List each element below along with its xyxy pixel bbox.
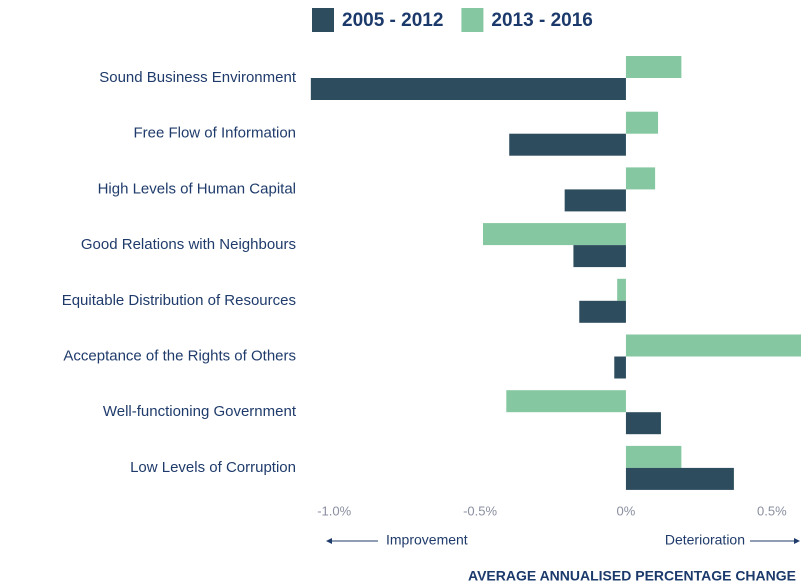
legend-swatch [461,8,484,32]
bar [509,133,626,156]
legend-label: 2005 - 2012 [342,10,443,31]
bar [625,467,734,490]
bar [614,356,626,379]
y-tick-label: Equitable Distribution of Resources [62,292,296,309]
y-tick-label: Sound Business Environment [99,69,297,86]
y-tick-label: Acceptance of the Rights of Others [63,347,296,364]
bar [310,78,626,100]
legend-label: 2013 - 2016 [491,10,592,31]
y-tick-label: High Levels of Human Capital [98,180,296,197]
legend-swatch [312,8,334,32]
bar [573,245,626,268]
bar [625,334,801,357]
annotation: Deterioration [665,532,745,548]
bar [625,111,659,134]
bar [625,412,661,435]
x-tick-label: -0.5% [463,503,497,518]
y-tick-label: Free Flow of Information [133,125,296,142]
bar [506,390,626,413]
bar [564,189,626,212]
x-tick-label: 0.5% [757,503,787,518]
bar [482,223,626,246]
x-tick-label: -1.0% [317,503,351,518]
y-tick-label: Well-functioning Government [103,403,297,420]
bar [579,300,626,323]
bar [617,278,626,301]
x-axis-label: AVERAGE ANNUALISED PERCENTAGE CHANGE [468,568,796,584]
y-tick-label: Low Levels of Corruption [130,459,296,476]
annotation: Improvement [386,532,468,548]
y-tick-label: Good Relations with Neighbours [81,236,296,253]
bar [625,167,656,190]
bar [625,445,682,468]
x-tick-label: 0% [617,503,636,518]
bar [625,56,682,78]
